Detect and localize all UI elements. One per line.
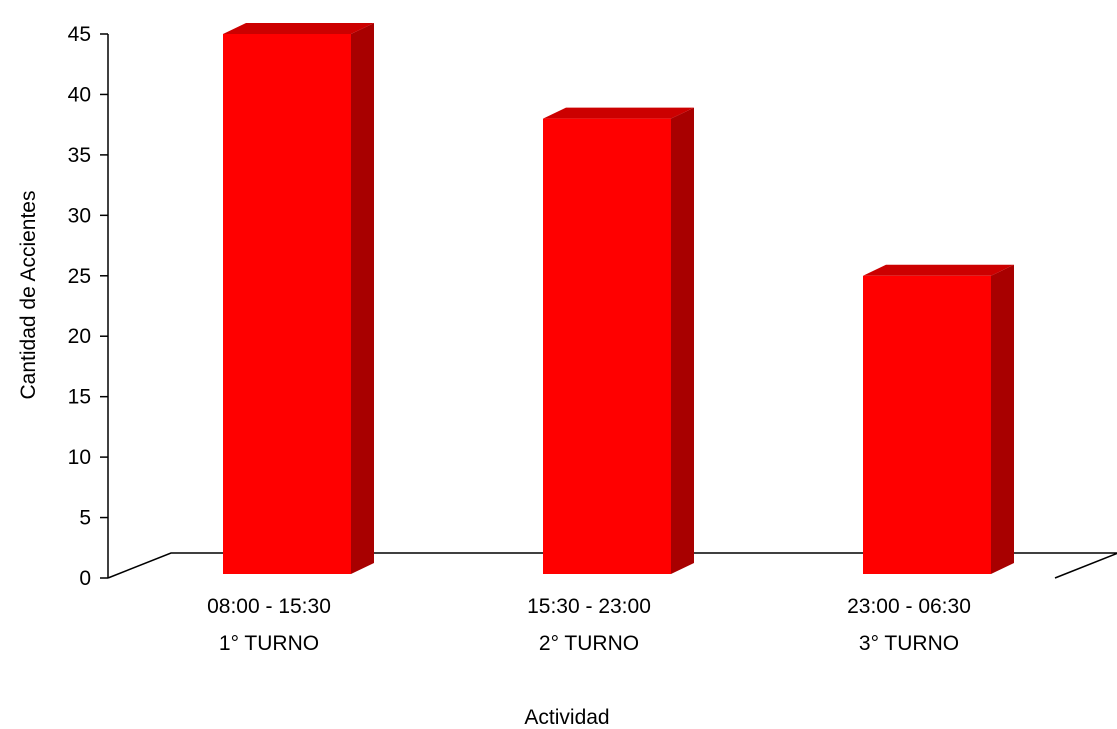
y-tick-label: 25 — [68, 265, 91, 288]
chart-bars — [223, 23, 1014, 574]
bar — [543, 107, 694, 574]
x-category-time: 15:30 - 23:00 — [527, 595, 651, 618]
y-tick-label: 30 — [68, 204, 91, 227]
x-category-labels: 08:00 - 15:30 1° TURNO 15:30 - 23:00 2° TUR… — [207, 595, 971, 655]
x-category-time: 23:00 - 06:30 — [847, 595, 971, 618]
bar-side — [991, 264, 1014, 574]
bar-side — [671, 107, 694, 574]
y-tick-label: 45 — [68, 23, 91, 46]
y-tick-label: 20 — [68, 325, 91, 348]
y-tick-label: 0 — [79, 567, 91, 590]
y-tick-label: 10 — [68, 446, 91, 469]
x-category-shift: 2° TURNO — [539, 632, 639, 655]
bar-front — [863, 275, 991, 574]
bar — [863, 264, 1014, 574]
x-axis-title: Actividad — [524, 706, 609, 729]
bar-top — [223, 23, 374, 34]
x-category-shift: 1° TURNO — [219, 632, 319, 655]
bar-top — [863, 264, 1014, 276]
x-category-time: 08:00 - 15:30 — [207, 595, 331, 618]
bar-top — [543, 107, 694, 119]
y-tick-label: 15 — [68, 386, 91, 409]
y-tick-labels: 0 5 10 15 20 25 30 35 40 45 — [68, 23, 91, 590]
bar-front — [543, 118, 671, 574]
y-axis-title: Cantidad de Accientes — [17, 191, 40, 400]
bar-front — [223, 34, 351, 574]
y-tick-label: 5 — [79, 507, 91, 530]
bar-side — [351, 23, 374, 574]
bar — [223, 23, 374, 574]
y-tick-label: 35 — [68, 144, 91, 167]
x-category-shift: 3° TURNO — [859, 632, 959, 655]
y-tick-label: 40 — [68, 83, 91, 106]
